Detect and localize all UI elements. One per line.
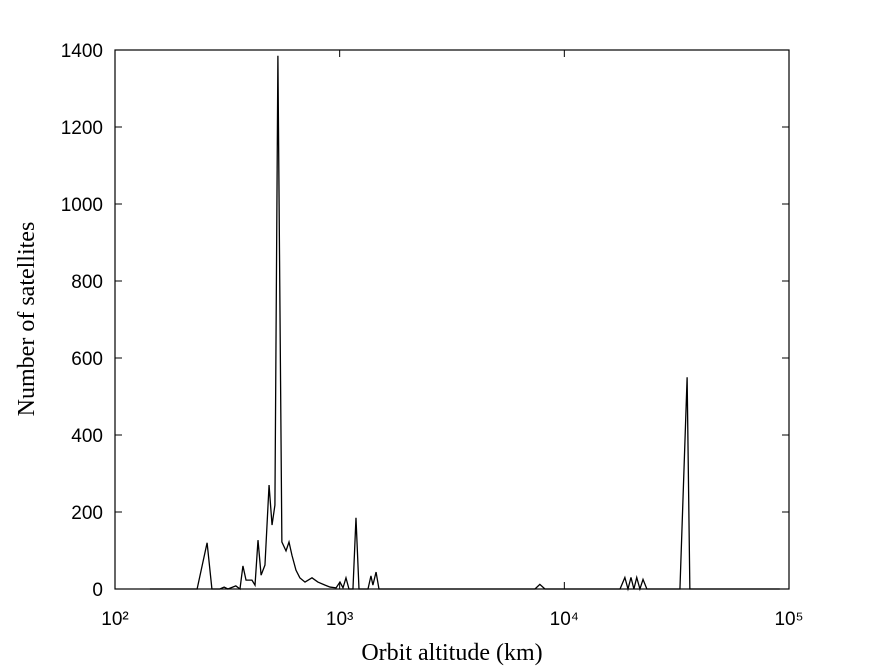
y-tick-label: 0 xyxy=(92,580,103,601)
data-line xyxy=(149,55,780,592)
x-tick-label: 10⁵ xyxy=(774,609,803,630)
x-tick-label: 10² xyxy=(101,609,128,630)
y-tick-label: 1000 xyxy=(61,195,103,216)
x-tick-label: 10⁴ xyxy=(550,609,579,630)
y-tick-label: 800 xyxy=(71,272,103,293)
plot-frame xyxy=(114,49,790,590)
y-tick-label: 1400 xyxy=(61,41,103,62)
y-tick-label: 600 xyxy=(71,349,103,370)
y-tick-label: 200 xyxy=(71,503,103,524)
x-axis-label: Orbit altitude (km) xyxy=(361,640,542,666)
y-tick-label: 1200 xyxy=(61,118,103,139)
y-axis-label: Number of satellites xyxy=(14,222,40,417)
y-tick-label: 400 xyxy=(71,426,103,447)
x-tick-label: 10³ xyxy=(326,609,353,630)
